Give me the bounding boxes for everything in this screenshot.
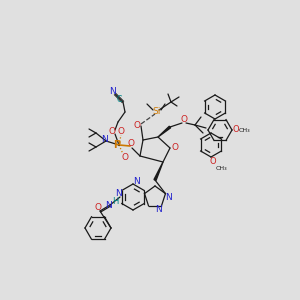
Text: O: O	[94, 202, 101, 211]
Text: O: O	[118, 127, 124, 136]
Text: O: O	[128, 140, 134, 148]
Text: CH₃: CH₃	[215, 167, 227, 172]
Text: C: C	[116, 95, 122, 104]
Text: O: O	[210, 157, 216, 166]
Text: N: N	[115, 190, 122, 199]
Text: Si: Si	[153, 107, 161, 116]
Text: N: N	[154, 206, 161, 214]
Text: O: O	[109, 127, 116, 136]
Text: H: H	[112, 197, 118, 206]
Polygon shape	[154, 162, 163, 180]
Text: P: P	[113, 140, 121, 150]
Text: N: N	[165, 193, 171, 202]
Polygon shape	[158, 126, 171, 137]
Text: N: N	[109, 86, 116, 95]
Text: N: N	[133, 178, 140, 187]
Text: O: O	[181, 116, 188, 124]
Text: N: N	[105, 202, 111, 211]
Text: N: N	[102, 136, 108, 145]
Text: O: O	[122, 154, 128, 163]
Text: O: O	[172, 143, 178, 152]
Text: O: O	[233, 125, 239, 134]
Text: CH₃: CH₃	[238, 128, 250, 133]
Text: O: O	[134, 121, 140, 130]
